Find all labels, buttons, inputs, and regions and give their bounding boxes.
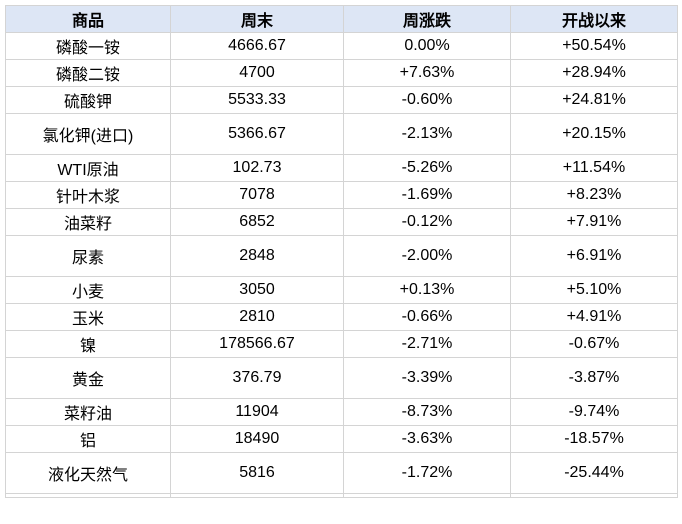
weekend-value: 7078 <box>170 181 344 209</box>
weekend-value: 376.79 <box>170 357 344 399</box>
table-row: 油菜籽 6852 -0.12% +7.91% <box>5 208 678 236</box>
commodity-name: 铝 <box>5 425 171 453</box>
table-row: 磷酸一铵 4666.67 0.00% +50.54% <box>5 32 678 60</box>
week-change-value: -8.73% <box>343 398 511 426</box>
table-row: 玉米 2810 -0.66% +4.91% <box>5 303 678 331</box>
week-change-value: -2.13% <box>343 113 511 155</box>
week-change-value: -0.12% <box>343 208 511 236</box>
since-war-value: +6.91% <box>510 235 678 277</box>
commodity-name: 镍 <box>5 330 171 358</box>
week-change-value: +0.13% <box>343 276 511 304</box>
week-change-value: +7.63% <box>343 59 511 87</box>
table-row: 针叶木浆 7078 -1.69% +8.23% <box>5 181 678 209</box>
table-row: 尿素 2848 -2.00% +6.91% <box>5 235 678 277</box>
week-change-value: -1.72% <box>343 452 511 494</box>
since-war-value: +5.10% <box>510 276 678 304</box>
weekend-value: 2848 <box>170 235 344 277</box>
week-change-value: -1.69% <box>343 181 511 209</box>
since-war-value: +7.91% <box>510 208 678 236</box>
commodity-name: 油菜籽 <box>5 208 171 236</box>
table-row: 液化天然气 5816 -1.72% -25.44% <box>5 452 678 494</box>
column-header-since-war: 开战以来 <box>510 5 678 33</box>
week-change-value: -0.60% <box>343 86 511 114</box>
weekend-value: 178566.67 <box>170 330 344 358</box>
weekend-value: 5366.67 <box>170 113 344 155</box>
commodity-price-table: 商品 周末 周涨跌 开战以来 磷酸一铵 4666.67 0.00% +50.54… <box>5 5 678 498</box>
since-war-value: -9.74% <box>510 398 678 426</box>
weekend-value: 4666.67 <box>170 32 344 60</box>
since-war-value: +11.54% <box>510 154 678 182</box>
week-change-value: 0.00% <box>343 32 511 60</box>
commodity-name: 菜籽油 <box>5 398 171 426</box>
since-war-value: -3.87% <box>510 357 678 399</box>
weekend-value: 5816 <box>170 452 344 494</box>
commodity-name: 玉米 <box>5 303 171 331</box>
weekend-value: 18490 <box>170 425 344 453</box>
commodity-name: 磷酸一铵 <box>5 32 171 60</box>
since-war-value: +8.23% <box>510 181 678 209</box>
column-header-commodity: 商品 <box>5 5 171 33</box>
commodity-price-table-container: 商品 周末 周涨跌 开战以来 磷酸一铵 4666.67 0.00% +50.54… <box>5 5 678 498</box>
column-header-weekend: 周末 <box>170 5 344 33</box>
commodity-name: 磷酸二铵 <box>5 59 171 87</box>
commodity-name: 硫酸钾 <box>5 86 171 114</box>
weekend-value: 3050 <box>170 276 344 304</box>
weekend-value: 6852 <box>170 208 344 236</box>
since-war-value: +20.15% <box>510 113 678 155</box>
commodity-name: 液化天然气 <box>5 452 171 494</box>
table-row: 氯化钾(进口) 5366.67 -2.13% +20.15% <box>5 113 678 155</box>
since-war-value: +50.54% <box>510 32 678 60</box>
table-row: 硫酸钾 5533.33 -0.60% +24.81% <box>5 86 678 114</box>
week-change-value: -3.63% <box>343 425 511 453</box>
since-war-value: -0.67% <box>510 330 678 358</box>
weekend-value: 102.73 <box>170 154 344 182</box>
week-change-value: -2.71% <box>343 330 511 358</box>
week-change-value: -0.66% <box>343 303 511 331</box>
since-war-value: +28.94% <box>510 59 678 87</box>
week-change-value: -3.39% <box>343 357 511 399</box>
weekend-value: 4700 <box>170 59 344 87</box>
table-row: 小麦 3050 +0.13% +5.10% <box>5 276 678 304</box>
commodity-name: 黄金 <box>5 357 171 399</box>
table-row: 菜籽油 11904 -8.73% -9.74% <box>5 398 678 426</box>
week-change-value: -2.00% <box>343 235 511 277</box>
commodity-name: 针叶木浆 <box>5 181 171 209</box>
table-row: 铝 18490 -3.63% -18.57% <box>5 425 678 453</box>
week-change-value: -5.26% <box>343 154 511 182</box>
table-row: 磷酸二铵 4700 +7.63% +28.94% <box>5 59 678 87</box>
empty-row <box>5 493 678 498</box>
weekend-value: 11904 <box>170 398 344 426</box>
since-war-value: -25.44% <box>510 452 678 494</box>
table-row: 镍 178566.67 -2.71% -0.67% <box>5 330 678 358</box>
commodity-name: 尿素 <box>5 235 171 277</box>
weekend-value: 2810 <box>170 303 344 331</box>
table-row: WTI原油 102.73 -5.26% +11.54% <box>5 154 678 182</box>
header-row: 商品 周末 周涨跌 开战以来 <box>5 5 678 33</box>
since-war-value: +4.91% <box>510 303 678 331</box>
column-header-week-change: 周涨跌 <box>343 5 511 33</box>
table-row: 黄金 376.79 -3.39% -3.87% <box>5 357 678 399</box>
since-war-value: -18.57% <box>510 425 678 453</box>
commodity-name: 小麦 <box>5 276 171 304</box>
commodity-name: 氯化钾(进口) <box>5 113 171 155</box>
commodity-name: WTI原油 <box>5 154 171 182</box>
weekend-value: 5533.33 <box>170 86 344 114</box>
since-war-value: +24.81% <box>510 86 678 114</box>
